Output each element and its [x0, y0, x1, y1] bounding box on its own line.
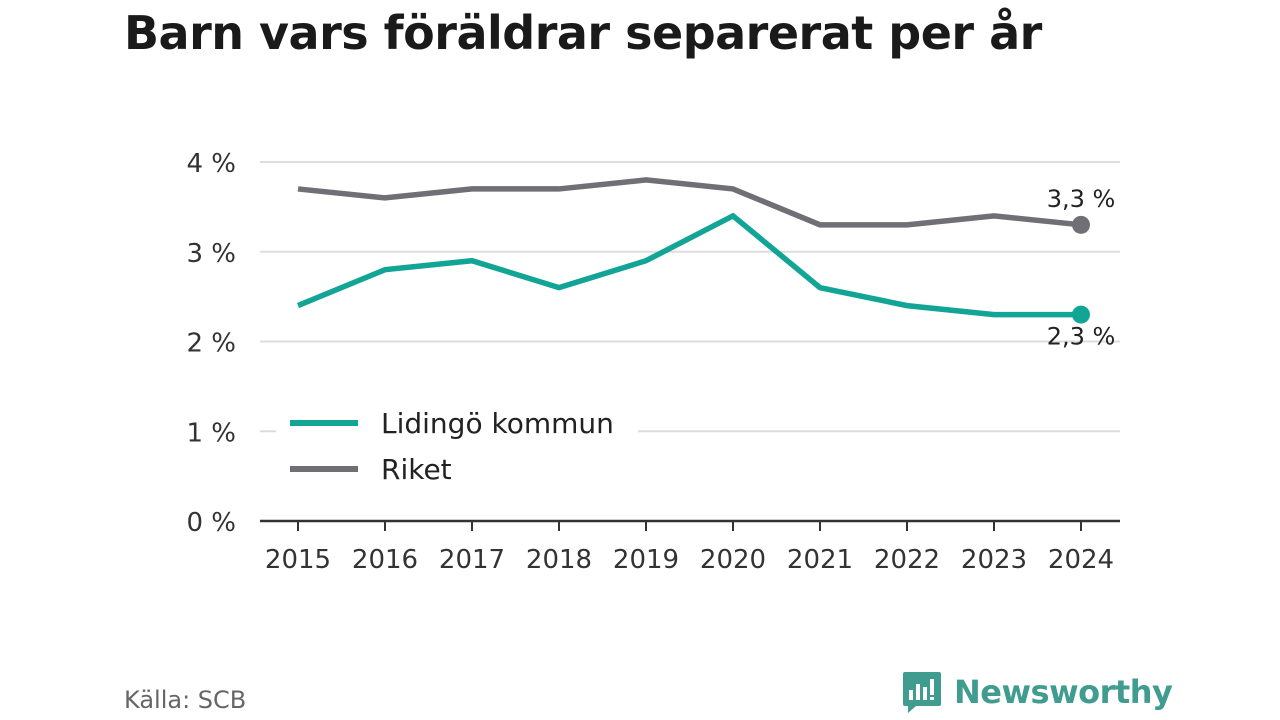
y-tick-label: 1 %	[186, 418, 236, 448]
x-tick-label: 2015	[265, 545, 331, 575]
x-tick-label: 2021	[787, 545, 853, 575]
newsworthy-logo-icon	[903, 672, 941, 713]
x-tick-label: 2020	[700, 545, 766, 575]
series-lines	[296, 177, 1090, 324]
data-label: 3,3 %	[1047, 185, 1116, 213]
y-tick-label: 3 %	[186, 239, 236, 269]
x-tick-label: 2019	[613, 545, 679, 575]
x-tick-label: 2023	[961, 545, 1027, 575]
x-tick-label: 2024	[1048, 545, 1114, 575]
x-tick-label: 2022	[874, 545, 940, 575]
y-tick-label: 0 %	[186, 508, 236, 538]
legend-label: Lidingö kommun	[381, 407, 614, 440]
chart-title: Barn vars föräldrar separerat per år	[124, 6, 1042, 60]
x-tick-label: 2018	[526, 545, 592, 575]
x-tick-label: 2016	[352, 545, 418, 575]
end-labels: 2,3 % 3,3 %	[1047, 185, 1116, 351]
data-label: 2,3 %	[1047, 323, 1116, 351]
grid-lines	[260, 161, 1120, 433]
legend: Lidingö kommun Riket	[276, 398, 638, 494]
y-tick-label: 4 %	[186, 149, 236, 179]
series-line	[297, 177, 1082, 228]
series-line	[296, 212, 1081, 318]
legend-label: Riket	[381, 453, 452, 486]
y-tick-label: 2 %	[186, 329, 236, 359]
x-axis-ticks: 2015 2016 2017 2018 2019 2020 2021 2022 2023 2024	[265, 521, 1114, 575]
brand-name: Newsworthy	[954, 673, 1173, 711]
x-tick-label: 2017	[439, 545, 505, 575]
series-end-point	[1072, 305, 1090, 324]
legend-background	[276, 398, 638, 494]
brand: Newsworthy	[902, 670, 1173, 714]
series-end-point	[1072, 215, 1090, 234]
y-axis-ticks: 0 % 1 % 2 % 3 % 4 %	[186, 149, 236, 538]
source-note: Källa: SCB	[124, 686, 247, 714]
